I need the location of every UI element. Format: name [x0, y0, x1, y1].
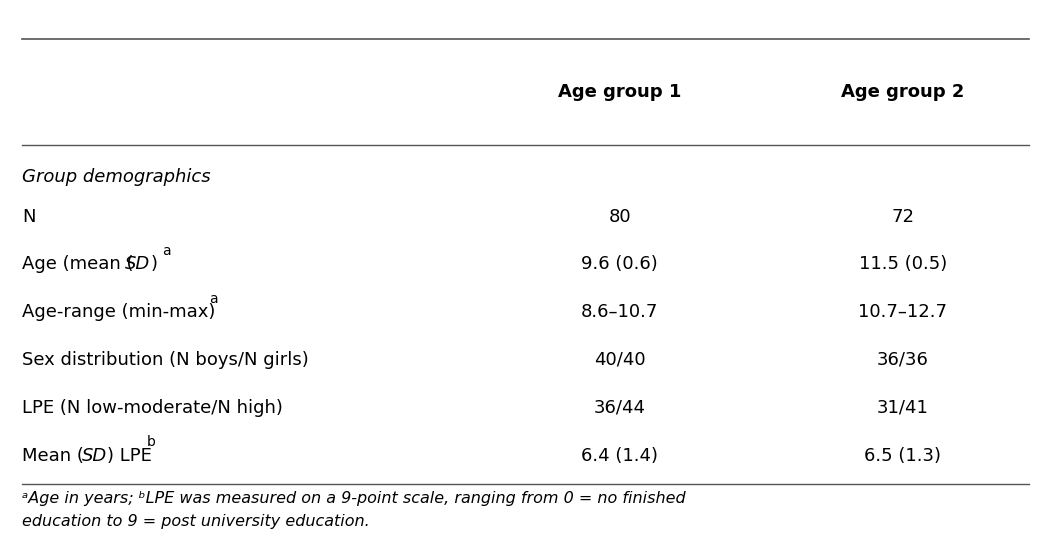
Text: N: N — [22, 208, 36, 225]
Text: Age group 2: Age group 2 — [841, 83, 965, 101]
Text: Age-range (min-max): Age-range (min-max) — [22, 303, 215, 321]
Text: b: b — [147, 435, 156, 449]
Text: education to 9 = post university education.: education to 9 = post university educati… — [22, 514, 370, 530]
Text: 11.5 (0.5): 11.5 (0.5) — [859, 255, 947, 273]
Text: SD: SD — [82, 446, 107, 465]
Text: SD: SD — [125, 255, 150, 273]
Text: 8.6–10.7: 8.6–10.7 — [581, 303, 659, 321]
Text: 6.5 (1.3): 6.5 (1.3) — [864, 446, 942, 465]
Text: 36/44: 36/44 — [594, 399, 646, 417]
Text: 6.4 (1.4): 6.4 (1.4) — [581, 446, 658, 465]
Text: ) LPE: ) LPE — [107, 446, 152, 465]
Text: a: a — [209, 292, 218, 306]
Text: Age (mean (: Age (mean ( — [22, 255, 133, 273]
Text: 36/36: 36/36 — [877, 351, 929, 369]
Text: 10.7–12.7: 10.7–12.7 — [859, 303, 947, 321]
Text: 72: 72 — [891, 208, 914, 225]
Text: 40/40: 40/40 — [594, 351, 645, 369]
Text: LPE (N low-moderate/N high): LPE (N low-moderate/N high) — [22, 399, 283, 417]
Text: ᵃAge in years; ᵇLPE was measured on a 9-point scale, ranging from 0 = no finishe: ᵃAge in years; ᵇLPE was measured on a 9-… — [22, 491, 686, 506]
Text: ): ) — [150, 255, 158, 273]
Text: 9.6 (0.6): 9.6 (0.6) — [581, 255, 658, 273]
Text: a: a — [162, 244, 170, 258]
Text: Mean (: Mean ( — [22, 446, 84, 465]
Text: Age group 1: Age group 1 — [558, 83, 681, 101]
Text: Group demographics: Group demographics — [22, 168, 211, 186]
Text: Sex distribution (N boys/N girls): Sex distribution (N boys/N girls) — [22, 351, 309, 369]
Text: 31/41: 31/41 — [877, 399, 929, 417]
Text: 80: 80 — [609, 208, 632, 225]
